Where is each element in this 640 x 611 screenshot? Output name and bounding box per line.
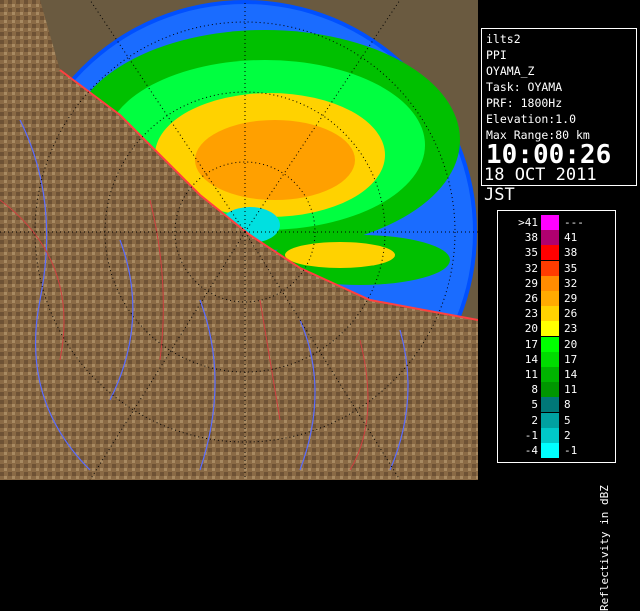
- info-line: OYAMA_Z: [486, 64, 535, 78]
- info-line: ilts2: [486, 32, 521, 46]
- legend-lower-label: -4: [524, 444, 538, 457]
- legend-swatch: [541, 412, 559, 428]
- legend-lower-label: 35: [524, 246, 538, 260]
- legend-upper-label: 29: [564, 292, 578, 305]
- legend-swatch: [541, 245, 559, 261]
- legend-lower-label: 38: [524, 231, 538, 245]
- legend-swatch: [541, 230, 559, 246]
- legend-lower-label: 11: [524, 368, 538, 381]
- legend-lower-label: 14: [524, 352, 538, 366]
- legend-upper-label: 32: [564, 276, 578, 290]
- legend-lower-label: 8: [531, 383, 538, 397]
- legend-upper-label: 5: [564, 413, 571, 427]
- info-line: PPI: [486, 48, 507, 62]
- legend-lower-label: 17: [524, 337, 538, 351]
- legend-swatch: [541, 321, 559, 337]
- legend-swatch: [541, 351, 559, 367]
- legend-swatch: [541, 397, 559, 413]
- info-line: Elevation:1.0: [486, 112, 577, 126]
- info-box: ilts2 PPI OYAMA_Z Task: OYAMA PRF: 1800Hz Ele…: [481, 28, 637, 205]
- legend-swatch: [541, 336, 559, 352]
- legend-upper-label: -1: [564, 444, 578, 457]
- legend-lower-label: -1: [524, 428, 538, 442]
- legend-swatch: [541, 291, 559, 306]
- time: 10:00:26: [486, 140, 612, 170]
- legend-swatch: [541, 215, 559, 230]
- legend-upper-label: 8: [564, 398, 571, 412]
- legend-upper-label: 17: [564, 352, 578, 366]
- legend-swatch: [541, 382, 559, 398]
- legend-upper-label: 35: [564, 261, 578, 275]
- legend-upper-label: 41: [564, 231, 578, 245]
- legend-title: Reflectivity in dBZ: [598, 485, 611, 611]
- info-line: Task: OYAMA: [486, 80, 563, 94]
- legend-upper-label: 23: [564, 322, 578, 336]
- date: 18 OCT 2011 JST: [484, 165, 597, 205]
- radar-map: [0, 0, 478, 480]
- legend-lower-label: 5: [531, 398, 538, 412]
- legend-lower-label: 26: [524, 292, 538, 305]
- legend-swatch: [541, 367, 559, 382]
- legend-lower-label: 29: [524, 276, 538, 290]
- info-line: PRF: 1800Hz: [486, 96, 563, 110]
- legend-swatch: [541, 275, 559, 291]
- legend-swatch: [541, 260, 559, 276]
- legend-lower-label: 20: [524, 322, 538, 336]
- legend-lower-label: >41: [518, 216, 538, 229]
- legend-upper-label: 14: [564, 368, 578, 381]
- legend-upper-label: 11: [564, 383, 578, 397]
- legend-upper-label: 20: [564, 337, 578, 351]
- legend-swatch: [541, 427, 559, 443]
- legend: Reflectivity in dBZ >41 --- 38 41 35 38 32 35 29…: [497, 210, 616, 611]
- legend-upper-label: 2: [564, 428, 571, 442]
- legend-swatch: [541, 306, 559, 322]
- legend-swatch: [541, 443, 559, 458]
- legend-upper-label: 38: [564, 246, 578, 260]
- legend-upper-label: ---: [564, 216, 584, 229]
- legend-lower-label: 23: [524, 307, 538, 321]
- legend-lower-label: 2: [531, 413, 538, 427]
- legend-lower-label: 32: [524, 261, 538, 275]
- legend-upper-label: 26: [564, 307, 578, 321]
- info-line: Max Range:80 km: [486, 128, 590, 142]
